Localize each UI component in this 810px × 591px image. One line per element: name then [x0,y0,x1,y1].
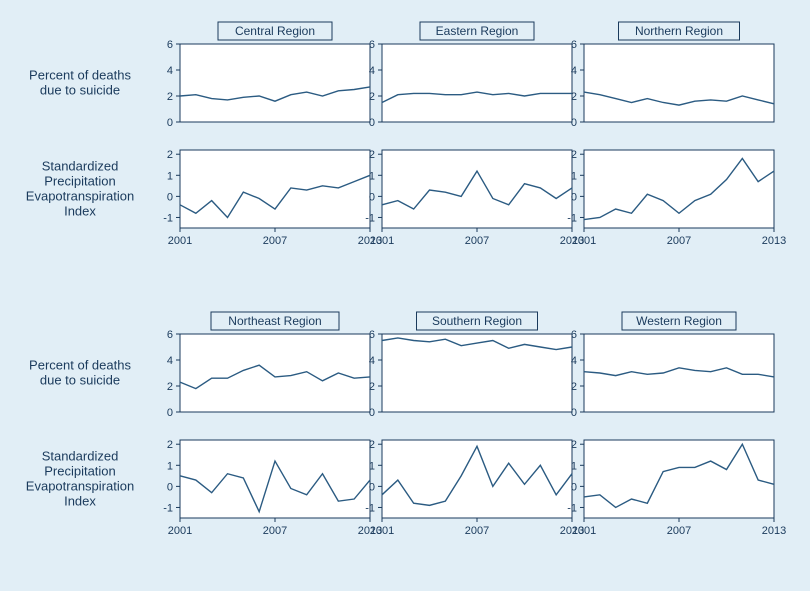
svg-text:1: 1 [571,460,577,472]
svg-text:0: 0 [167,191,173,203]
svg-text:6: 6 [369,39,375,51]
row-label-line: Standardized [42,449,119,464]
svg-text:6: 6 [369,329,375,341]
panel-suicide-bg [382,44,572,122]
panel-suicide-bg [584,334,774,412]
svg-text:1: 1 [571,170,577,182]
svg-text:4: 4 [167,65,173,77]
svg-text:2013: 2013 [762,235,786,247]
svg-text:0: 0 [571,407,577,419]
row-label-line: Percent of deaths [29,68,131,83]
region-title-northern-region: Northern Region [635,24,723,38]
svg-text:2: 2 [167,91,173,103]
svg-text:0: 0 [369,191,375,203]
panel-spei-bg [180,440,370,518]
panel-spei-bg [382,150,572,228]
small-multiples-figure: Percent of deathsdue to suicideStandardi… [0,0,810,591]
svg-text:1: 1 [369,170,375,182]
panel-spei-bg [382,440,572,518]
row-label-line: Standardized [42,159,119,174]
svg-text:-1: -1 [365,502,375,514]
region-title-eastern-region: Eastern Region [436,24,519,38]
svg-text:6: 6 [167,329,173,341]
region-title-central-region: Central Region [235,24,315,38]
svg-text:2001: 2001 [572,525,596,537]
row-label-line: Evapotranspiration [26,189,134,204]
svg-text:2: 2 [571,149,577,161]
svg-text:2: 2 [167,149,173,161]
svg-text:2001: 2001 [572,235,596,247]
panel-suicide-bg [180,334,370,412]
svg-text:-1: -1 [365,212,375,224]
svg-text:0: 0 [571,117,577,129]
row-label-line: Index [64,204,96,219]
svg-text:2: 2 [369,149,375,161]
svg-text:0: 0 [167,117,173,129]
svg-text:0: 0 [571,191,577,203]
row-label-line: Precipitation [44,174,116,189]
svg-text:1: 1 [167,460,173,472]
svg-text:4: 4 [369,65,375,77]
row-label-line: due to suicide [40,373,120,388]
svg-text:6: 6 [571,39,577,51]
svg-text:2: 2 [369,91,375,103]
svg-text:-1: -1 [163,502,173,514]
svg-text:2007: 2007 [465,525,489,537]
svg-text:2001: 2001 [168,525,192,537]
row-label-line: Percent of deaths [29,358,131,373]
svg-text:2001: 2001 [370,235,394,247]
svg-text:0: 0 [571,481,577,493]
svg-text:-1: -1 [163,212,173,224]
svg-text:2007: 2007 [263,235,287,247]
svg-text:2: 2 [571,91,577,103]
svg-text:-1: -1 [567,212,577,224]
svg-text:2001: 2001 [370,525,394,537]
svg-text:0: 0 [369,117,375,129]
svg-text:2: 2 [571,439,577,451]
svg-text:6: 6 [167,39,173,51]
panel-spei-bg [584,150,774,228]
svg-text:2: 2 [167,439,173,451]
svg-text:2: 2 [167,381,173,393]
panel-spei-bg [180,150,370,228]
svg-text:-1: -1 [567,502,577,514]
svg-text:4: 4 [571,355,577,367]
svg-text:2013: 2013 [762,525,786,537]
row-label-line: Index [64,494,96,509]
svg-text:4: 4 [571,65,577,77]
region-title-southern-region: Southern Region [432,314,522,328]
svg-text:2007: 2007 [263,525,287,537]
svg-text:0: 0 [369,407,375,419]
svg-text:0: 0 [369,481,375,493]
region-title-western-region: Western Region [636,314,722,328]
panel-suicide-bg [382,334,572,412]
row-label-line: Evapotranspiration [26,479,134,494]
svg-text:2: 2 [369,381,375,393]
svg-text:2007: 2007 [465,235,489,247]
row-label-line: due to suicide [40,83,120,98]
svg-text:1: 1 [167,170,173,182]
svg-text:2007: 2007 [667,525,691,537]
svg-text:2: 2 [369,439,375,451]
svg-text:2: 2 [571,381,577,393]
svg-text:4: 4 [369,355,375,367]
svg-text:6: 6 [571,329,577,341]
svg-text:1: 1 [369,460,375,472]
row-label-line: Precipitation [44,464,116,479]
svg-text:2001: 2001 [168,235,192,247]
panel-suicide-bg [180,44,370,122]
panel-suicide-bg [584,44,774,122]
svg-text:0: 0 [167,407,173,419]
region-title-northeast-region: Northeast Region [228,314,321,328]
svg-text:0: 0 [167,481,173,493]
svg-text:2007: 2007 [667,235,691,247]
svg-text:4: 4 [167,355,173,367]
